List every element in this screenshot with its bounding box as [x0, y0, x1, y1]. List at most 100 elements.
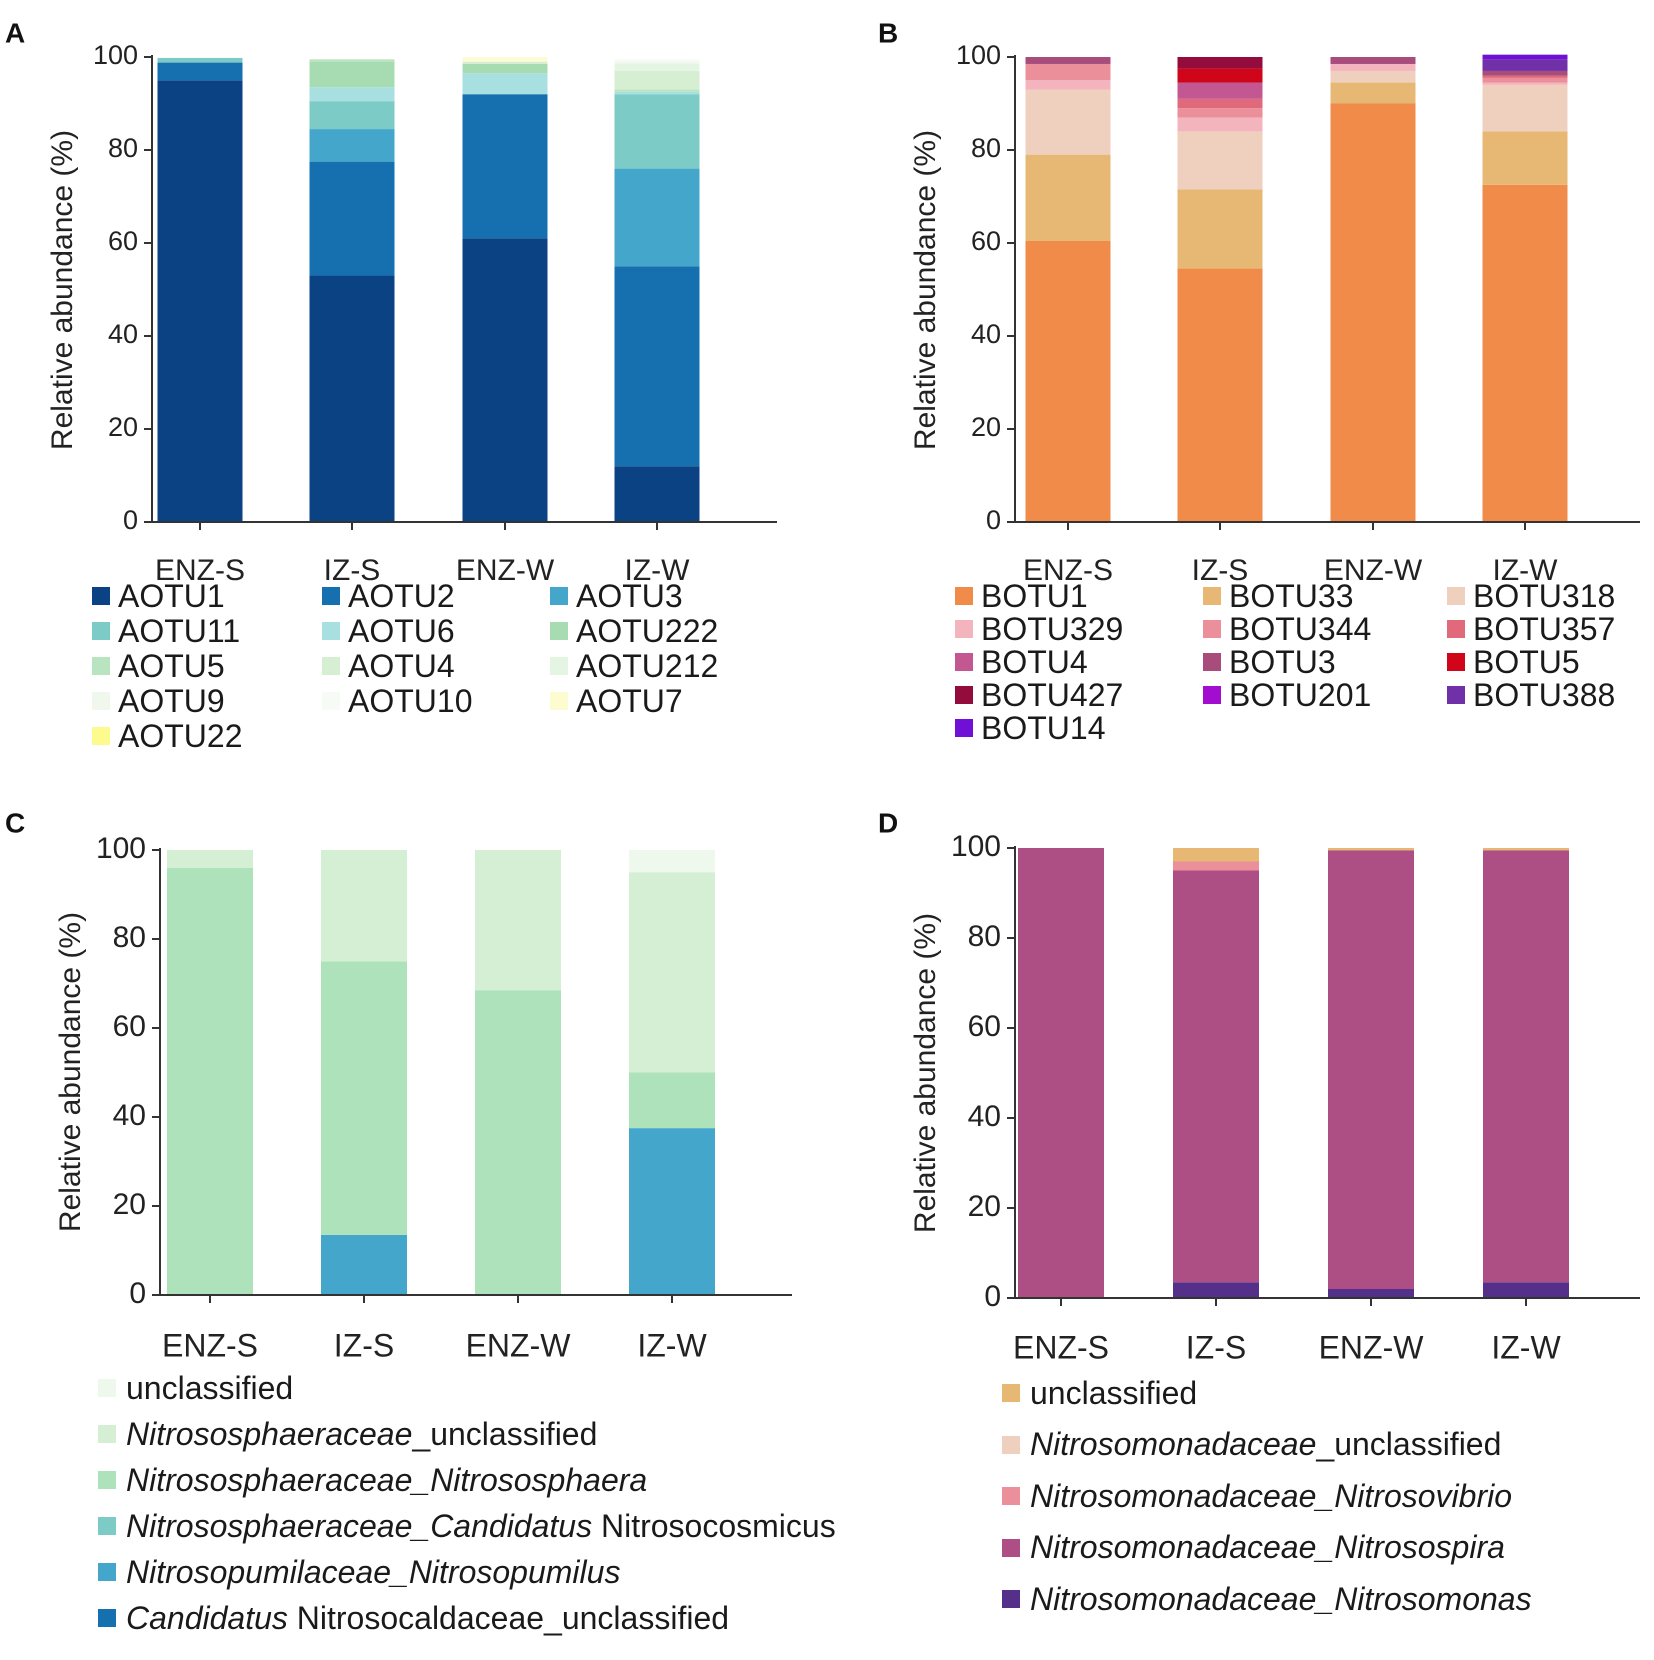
y-tick-label: 0 [984, 1280, 1001, 1313]
legend-label-part: Nitrosomonadaceae_Nitrosovibrio [1030, 1477, 1513, 1514]
legend-panel-c: unclassified Nitrososphaeraceae_unclassif… [98, 1368, 958, 1658]
x-tick-label: ENZ-S [162, 1327, 258, 1363]
legend-swatch [1203, 620, 1221, 638]
legend-swatch [322, 587, 340, 605]
legend-swatch [92, 622, 110, 640]
legend-label: BOTU4 [981, 643, 1088, 680]
y-tick-label: 60 [968, 1010, 1001, 1043]
bar-segment [1177, 82, 1263, 99]
legend-swatch [98, 1517, 116, 1535]
legend-swatch [955, 587, 973, 605]
bar-segment [462, 61, 548, 64]
legend-swatch [98, 1609, 116, 1627]
bar-segment [1330, 103, 1416, 522]
bar-segment [1330, 70, 1416, 83]
panel-label: B [878, 17, 898, 48]
y-tick-label: 20 [968, 1190, 1001, 1223]
bar-segment [629, 850, 715, 873]
legend-label: AOTU4 [348, 647, 455, 684]
y-tick-label: 20 [113, 1188, 146, 1221]
y-tick-label: 60 [113, 1010, 146, 1043]
y-tick-label: 40 [108, 319, 138, 349]
legend-label-part: Nitrosocaldaceae_unclassified [287, 1599, 730, 1636]
y-axis-label: Relative abundance (%) [909, 130, 942, 450]
bar-segment [1483, 850, 1569, 1283]
legend-label-part: Candidatus [126, 1599, 288, 1636]
legend-label: BOTU388 [1473, 676, 1616, 713]
legend-swatch [98, 1379, 116, 1397]
legend-swatch [322, 692, 340, 710]
legend-swatch [1002, 1435, 1020, 1454]
legend-item: BOTU201 [1203, 677, 1371, 713]
bar-segment [1482, 131, 1568, 185]
bar-segment [1025, 57, 1111, 64]
bar-segment [1025, 240, 1111, 523]
bar-segment [614, 266, 700, 467]
legend-swatch [1447, 620, 1465, 638]
legend-label-part: Nitrososphaeraceae_Nitrososphaera [126, 1461, 648, 1498]
legend-swatch [1002, 1590, 1020, 1608]
legend-swatch [92, 692, 110, 710]
y-tick-label: 100 [96, 832, 146, 865]
legend-swatch [92, 657, 110, 675]
bar-segment [157, 80, 243, 522]
bar-segment [1482, 82, 1568, 85]
legend-label: Nitrososphaeraceae_Candidatus Nitrosocos… [126, 1508, 836, 1545]
bar-segment [167, 850, 253, 868]
legend-label-part: Nitrosomonadaceae_Nitrosomonas [1030, 1580, 1532, 1617]
legend-item: AOTU3 [550, 578, 683, 614]
legend-swatch [955, 620, 973, 638]
bar-segment [309, 61, 395, 88]
x-tick-label: ENZ-W [1324, 554, 1423, 587]
legend-item: Nitrososphaeraceae_Nitrososphaera [98, 1460, 647, 1500]
bar-segment [157, 62, 243, 81]
legend-item: BOTU1 [955, 578, 1088, 614]
bar-segment [1483, 848, 1569, 851]
legend-label: AOTU10 [348, 682, 473, 719]
y-tick-label: 60 [971, 226, 1001, 256]
legend-swatch [550, 692, 568, 710]
panel-label: D [878, 807, 898, 838]
legend-label: Nitrososphaeraceae_Nitrososphaera [126, 1462, 647, 1499]
bar-segment [1177, 57, 1263, 69]
x-tick-label: IZ-S [334, 1327, 394, 1363]
x-tick-label: IZ-W [625, 554, 691, 587]
bar-segment [1330, 57, 1416, 64]
bar-segment [1482, 75, 1568, 78]
y-axis-label: Relative abundance (%) [54, 912, 87, 1232]
legend-swatch [550, 657, 568, 675]
legend-label: AOTU3 [576, 577, 683, 614]
bar-segment [1177, 131, 1263, 190]
legend-panel-b: BOTU1 BOTU33 BOTU318 BOTU329 BOTU344 BOTU357 B… [955, 578, 1645, 758]
legend-item: AOTU5 [92, 648, 225, 684]
legend-label-part: Nitrosomonadaceae_Nitrosospira [1030, 1529, 1505, 1565]
legend-label: Nitrosomonadaceae_Nitrosomonas [1030, 1581, 1532, 1618]
legend-label: Nitrosomonadaceae_unclassified [1030, 1426, 1501, 1463]
bar-segment [1173, 870, 1259, 1283]
legend-label: BOTU427 [981, 676, 1124, 713]
bar-segment [462, 73, 548, 95]
y-tick-label: 40 [971, 319, 1001, 349]
legend-item: AOTU9 [92, 683, 225, 719]
y-tick-label: 80 [971, 133, 1001, 163]
legend-item: AOTU6 [322, 613, 455, 649]
legend-swatch [955, 719, 973, 737]
legend-item: BOTU33 [1203, 578, 1353, 614]
legend-item: BOTU14 [955, 710, 1105, 746]
x-tick-label: IZ-W [1493, 554, 1559, 587]
legend-label: Nitrososphaeraceae_unclassified [126, 1416, 597, 1453]
x-tick-label: ENZ-W [466, 1327, 572, 1363]
bar-segment [1330, 82, 1416, 104]
x-tick-label: ENZ-W [456, 554, 555, 587]
legend-swatch [1002, 1487, 1020, 1505]
legend-item: BOTU427 [955, 677, 1123, 713]
bar-segment [462, 94, 548, 239]
bar-segment [309, 101, 395, 130]
legend-label: unclassified [1030, 1375, 1197, 1412]
bar-segment [1482, 184, 1568, 522]
legend-label: BOTU318 [1473, 577, 1616, 614]
x-tick-label: ENZ-S [155, 554, 245, 587]
bar-segment [1482, 59, 1568, 71]
legend-item: Nitrososphaeraceae_unclassified [98, 1414, 597, 1454]
bar-segment [1025, 80, 1111, 90]
